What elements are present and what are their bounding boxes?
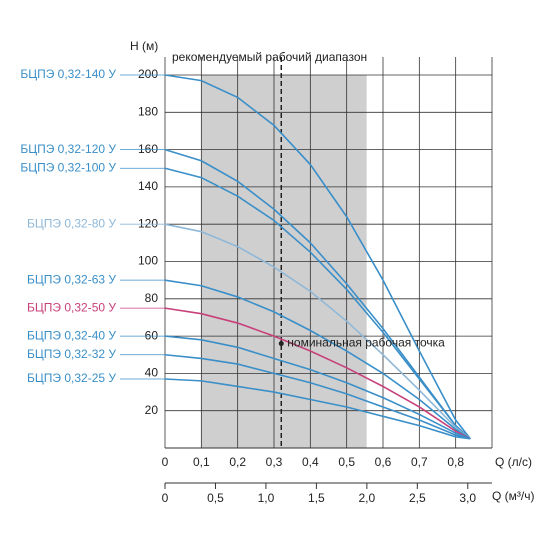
curve xyxy=(164,74,471,440)
y-axis-label: H (м) xyxy=(130,39,158,53)
nominal-label: номинальная рабочая точка xyxy=(287,336,445,350)
curve xyxy=(164,307,471,440)
x2-tick-label: 2,0 xyxy=(359,491,376,505)
curve xyxy=(164,378,471,440)
y-tick-label: 100 xyxy=(138,254,158,268)
x-tick-label: 0,1 xyxy=(193,455,210,469)
x2-tick-label: 1,5 xyxy=(308,491,325,505)
y-tick-label: 120 xyxy=(138,216,158,230)
x-tick-label: 0,5 xyxy=(338,455,355,469)
y-tick-label: 180 xyxy=(138,104,158,118)
y-tick-label: 140 xyxy=(138,179,158,193)
range-label: рекомендуемый рабочий диапазон xyxy=(172,50,367,64)
x2-tick-label: 0 xyxy=(162,491,169,505)
x-tick-label: 0,8 xyxy=(447,455,464,469)
series-label: БЦПЭ 0,32-25 У xyxy=(27,371,116,385)
x-tick-label: 0,2 xyxy=(229,455,246,469)
series-label: БЦПЭ 0,32-50 У xyxy=(27,300,116,314)
y-tick-label: 200 xyxy=(138,67,158,81)
x2-axis-label: Q (м³/ч) xyxy=(492,489,535,503)
y-tick-label: 160 xyxy=(138,142,158,156)
y-tick-label: 20 xyxy=(145,403,159,417)
series-label: БЦПЭ 0,32-140 У xyxy=(20,67,116,81)
x2-tick-label: 1,0 xyxy=(258,491,275,505)
series-label: БЦПЭ 0,32-120 У xyxy=(20,142,116,156)
series-label: БЦПЭ 0,32-40 У xyxy=(27,328,116,342)
y-tick-label: 80 xyxy=(145,291,159,305)
x-tick-label: 0,3 xyxy=(266,455,283,469)
curve xyxy=(164,223,471,440)
curve xyxy=(164,279,471,440)
series-label: БЦПЭ 0,32-32 У xyxy=(27,347,116,361)
curve xyxy=(164,167,471,440)
x2-tick-label: 2,5 xyxy=(409,491,426,505)
curve xyxy=(164,353,471,440)
x2-tick-label: 3,0 xyxy=(459,491,476,505)
x2-tick-label: 0,5 xyxy=(207,491,224,505)
series-label: БЦПЭ 0,32-63 У xyxy=(27,272,116,286)
x-tick-label: 0,6 xyxy=(375,455,392,469)
x-tick-label: 0,7 xyxy=(411,455,428,469)
series-label: БЦПЭ 0,32-80 У xyxy=(27,216,116,230)
curve xyxy=(164,335,471,440)
x-tick-label: 0,4 xyxy=(302,455,319,469)
series-label: БЦПЭ 0,32-100 У xyxy=(20,160,116,174)
y-tick-label: 40 xyxy=(145,366,159,380)
x-axis-label: Q (л/с) xyxy=(495,455,532,469)
nominal-point xyxy=(278,341,284,347)
x-tick-label: 0 xyxy=(162,455,169,469)
y-tick-label: 60 xyxy=(145,328,159,342)
